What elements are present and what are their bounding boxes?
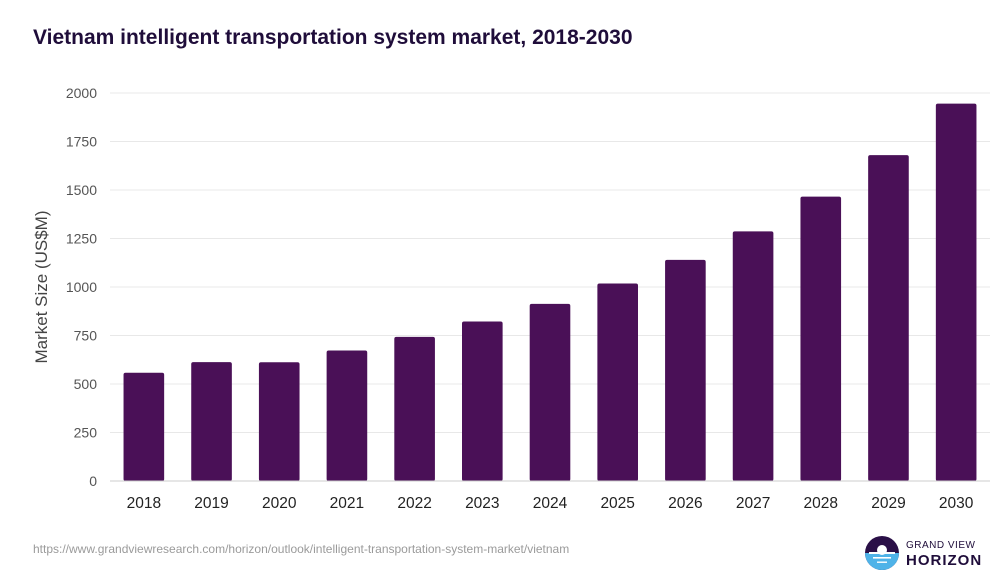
x-tick-label: 2020: [262, 495, 297, 512]
x-tick-label: 2025: [600, 495, 634, 512]
source-url[interactable]: https://www.grandviewresearch.com/horizo…: [33, 542, 570, 556]
y-tick-label: 1500: [66, 182, 97, 198]
y-tick-label: 1750: [66, 134, 97, 150]
x-tick-label: 2027: [736, 495, 770, 512]
y-tick-label: 500: [74, 376, 98, 392]
horizon-logo-icon: [865, 536, 899, 570]
bar-2025: [597, 283, 638, 481]
y-tick-label: 1250: [66, 231, 97, 247]
chart-title: Vietnam intelligent transportation syste…: [33, 26, 633, 49]
y-axis-title: Market Size (US$M): [32, 210, 51, 363]
x-tick-label: 2018: [127, 495, 161, 512]
grand-view-horizon-logo: GRAND VIEW HORIZON: [864, 535, 984, 571]
bar-2023: [462, 321, 503, 481]
bar-2020: [258, 362, 300, 481]
bar-2027: [732, 231, 774, 481]
bar-2019: [191, 362, 232, 481]
bar-2022: [394, 336, 435, 481]
logo-text-grand-view: GRAND VIEW: [906, 540, 976, 551]
bar-2021: [326, 350, 368, 481]
x-tick-label: 2023: [465, 495, 499, 512]
bar-2028: [800, 196, 842, 481]
bar-2018: [123, 372, 165, 481]
x-tick-label: 2029: [871, 495, 905, 512]
bar-2024: [529, 303, 571, 481]
x-axis-ticks: 2018 2019 2020 2021 2022 2023 2024 2025 2026 2027…: [127, 495, 974, 512]
x-tick-label: 2019: [194, 495, 228, 512]
x-tick-label: 2021: [330, 495, 364, 512]
y-tick-label: 0: [89, 473, 97, 489]
bars: [123, 103, 977, 482]
y-tick-label: 2000: [66, 85, 97, 101]
bar-2030: [935, 103, 977, 482]
y-tick-label: 1000: [66, 279, 97, 295]
logo-text-horizon: HORIZON: [906, 552, 983, 569]
x-tick-label: 2028: [804, 495, 838, 512]
y-axis-ticks: 0 250 500 750 1000 1250 1500 1750 2000: [66, 85, 97, 489]
bar-2029: [868, 155, 909, 481]
x-tick-label: 2026: [668, 495, 702, 512]
x-tick-label: 2024: [533, 495, 568, 512]
x-tick-label: 2030: [939, 495, 974, 512]
bar-2026: [665, 259, 706, 481]
y-tick-label: 750: [74, 328, 98, 344]
y-tick-label: 250: [74, 425, 98, 441]
x-tick-label: 2022: [397, 495, 431, 512]
